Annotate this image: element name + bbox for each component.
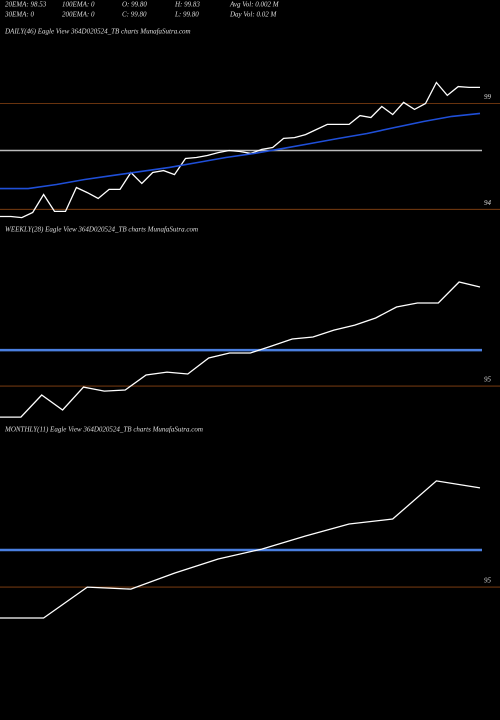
header-stat: L: 99.80 [174, 11, 199, 19]
price-line [0, 81, 480, 219]
header-stat: Avg Vol: 0.002 M [229, 1, 280, 9]
header-stat: H: 99.83 [174, 1, 200, 9]
price-line [0, 281, 481, 418]
y-tick-label: 95 [484, 577, 492, 585]
header-stat: 20EMA: 98.53 [5, 1, 47, 9]
price-line [0, 480, 481, 619]
header-stat: Day Vol: 0.02 M [229, 11, 277, 19]
panel-title: WEEKLY(28) Eagle View 364D020524_TB char… [5, 226, 198, 234]
header-stat: 200EMA: 0 [62, 11, 95, 19]
header-stat: 30EMA: 0 [4, 11, 34, 19]
panel-title: MONTHLY(11) Eagle View 364D020524_TB cha… [4, 426, 203, 434]
header-stat: 100EMA: 0 [62, 1, 95, 9]
panel-title: DAILY(46) Eagle View 364D020524_TB chart… [4, 28, 191, 36]
y-tick-label: 95 [484, 376, 492, 384]
header-stat: O: 99.80 [122, 1, 147, 9]
price-line [0, 112, 481, 190]
y-tick-label: 94 [484, 199, 492, 207]
y-tick-label: 99 [484, 93, 492, 101]
header-stat: C: 99.80 [122, 11, 147, 19]
